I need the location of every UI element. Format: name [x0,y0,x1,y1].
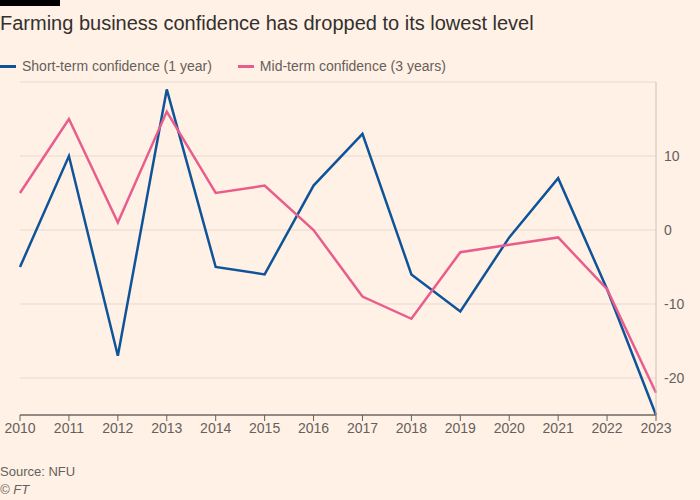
svg-text:-20: -20 [664,370,684,386]
svg-text:2023: 2023 [640,420,671,436]
svg-text:2020: 2020 [494,420,525,436]
html-text:Short-term confidence (1 year): Short-term confidence (1 year) [22,58,212,74]
svg-text:2015: 2015 [249,420,280,436]
svg-text:2021: 2021 [543,420,574,436]
svg-text:2018: 2018 [396,420,427,436]
html-text:Mid-term confidence (3 years): Mid-term confidence (3 years) [259,58,446,74]
svg-text:2013: 2013 [151,420,182,436]
svg-text:2019: 2019 [445,420,476,436]
svg-text:2010: 2010 [4,420,35,436]
svg-text:2017: 2017 [347,420,378,436]
html-text:© FT: © FT [0,482,30,497]
svg-text:10: 10 [664,148,680,164]
svg-text:2012: 2012 [102,420,133,436]
html-text:Farming business confidence ha: Farming business confidence has dropped … [0,12,534,34]
svg-text:2011: 2011 [54,420,84,436]
svg-text:0: 0 [664,222,672,238]
svg-text:-10: -10 [664,296,684,312]
svg-text:2014: 2014 [200,420,231,436]
svg-text:2016: 2016 [298,420,329,436]
svg-text:2022: 2022 [591,420,622,436]
html-text:Source: NFU: Source: NFU [0,464,76,479]
